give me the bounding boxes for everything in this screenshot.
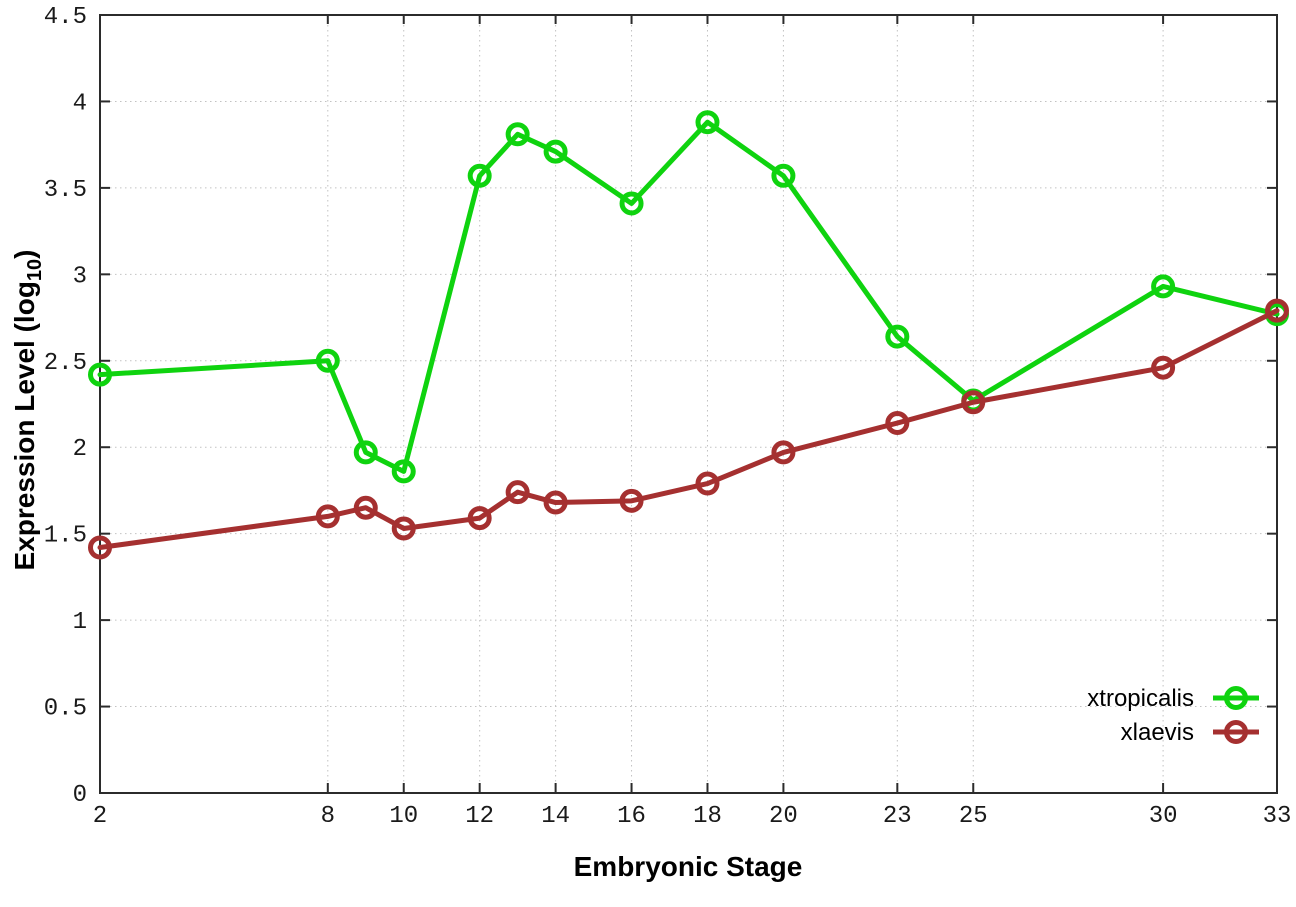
y-tick-label: 3.5: [44, 177, 87, 204]
y-tick-label: 2.5: [44, 350, 87, 377]
data-point-xtropicalis: [467, 163, 492, 188]
x-tick-label: 8: [321, 803, 335, 830]
legend-marker-icon-xlaevis: [1224, 720, 1248, 744]
data-point-xlaevis: [619, 488, 644, 513]
data-point-xtropicalis: [885, 324, 910, 349]
tick-marks: [99, 14, 1278, 794]
x-tick-label: 30: [1149, 803, 1178, 830]
y-tick-label: 0: [73, 782, 87, 809]
data-point-xtropicalis: [353, 440, 378, 465]
x-tick-label: 18: [693, 803, 722, 830]
data-point-xtropicalis: [505, 122, 530, 147]
y-tick-label: 1: [73, 609, 87, 636]
data-point-xtropicalis: [88, 362, 112, 387]
x-tick-label: 23: [883, 803, 912, 830]
data-point-xtropicalis: [695, 110, 720, 135]
x-tick-label: 10: [389, 803, 418, 830]
data-point-xlaevis: [353, 495, 378, 520]
data-point-xlaevis: [695, 471, 720, 496]
y-axis-label-end: ): [9, 250, 40, 259]
y-tick-label: 3: [73, 263, 87, 290]
legend-item-xtropicalis: xtropicalis: [1087, 685, 1259, 712]
y-tick-label: 2: [73, 436, 87, 463]
data-point-xlaevis: [885, 411, 910, 436]
data-point-xlaevis: [505, 480, 530, 505]
y-axis-label: Expression Level (log10): [9, 250, 46, 571]
x-tick-label: 20: [769, 803, 798, 830]
data-point-xlaevis: [771, 440, 796, 465]
series-xtropicalis: [88, 110, 1289, 484]
plot-border: [99, 14, 1278, 794]
x-tick-label: 16: [617, 803, 646, 830]
y-axis-label-subscript: 10: [24, 259, 46, 281]
data-point-xlaevis: [543, 490, 568, 515]
gridlines: [100, 15, 1277, 793]
data-point-xlaevis: [1151, 355, 1176, 380]
data-point-xlaevis: [961, 390, 986, 415]
legend-label-xlaevis: xlaevis: [1121, 719, 1194, 746]
x-tick-label: 25: [959, 803, 988, 830]
y-tick-labels: 0 0.5 1 1.5 2 2.5 3 3.5 4 4.5: [44, 4, 87, 809]
data-point-xlaevis: [315, 504, 340, 529]
x-tick-label: 12: [465, 803, 494, 830]
x-axis-label: Embryonic Stage: [574, 851, 803, 882]
x-tick-label: 33: [1263, 803, 1292, 830]
x-tick-label: 14: [541, 803, 570, 830]
data-point-xlaevis: [467, 506, 492, 531]
legend-item-xlaevis: xlaevis: [1121, 719, 1259, 746]
legend-label-xtropicalis: xtropicalis: [1087, 685, 1194, 712]
legend: xtropicalis xlaevis: [1087, 685, 1259, 746]
series-line-xtropicalis: [97, 119, 1280, 474]
y-tick-label: 1.5: [44, 523, 87, 550]
y-tick-label: 4.5: [44, 4, 87, 31]
data-point-xtropicalis: [1151, 274, 1176, 299]
series-xlaevis: [88, 298, 1289, 560]
data-point-xtropicalis: [543, 139, 568, 164]
y-tick-label: 0.5: [44, 696, 87, 723]
x-tick-labels: 2 8 10 12 14 16 18 20 23 25 30 33: [93, 803, 1292, 830]
series-line-xlaevis: [97, 308, 1280, 550]
data-point-xtropicalis: [315, 348, 340, 373]
data-point-xlaevis: [1265, 298, 1289, 323]
data-point-xlaevis: [88, 535, 112, 560]
data-point-xtropicalis: [391, 459, 416, 484]
data-point-xtropicalis: [771, 163, 796, 188]
data-point-xtropicalis: [619, 191, 644, 216]
data-point-xlaevis: [391, 516, 416, 541]
chart-layers: 2 8 10 12 14 16 18 20 23 25 30 33 0 0.5 1 1.5 2 2.5 3 3.5 4 4…: [44, 4, 1292, 830]
x-tick-label: 2: [93, 803, 107, 830]
legend-marker-icon-xtropicalis: [1224, 686, 1248, 710]
y-tick-label: 4: [73, 90, 87, 117]
y-axis-label-main: Expression Level (log: [9, 281, 40, 570]
